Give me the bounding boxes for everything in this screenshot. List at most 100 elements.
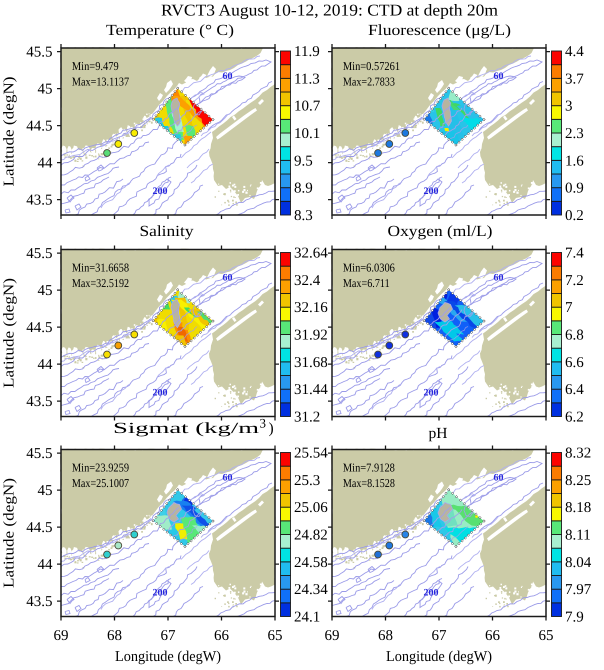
svg-text:Max=2.7833: Max=2.7833 (343, 74, 395, 88)
svg-text:Min=23.9259: Min=23.9259 (72, 461, 129, 475)
svg-text:45.5: 45.5 (26, 246, 52, 262)
svg-text:10.1: 10.1 (294, 126, 320, 142)
svg-text:31.2: 31.2 (294, 410, 320, 426)
svg-text:Min=0.57261: Min=0.57261 (343, 59, 400, 73)
svg-text:8.04: 8.04 (565, 555, 592, 571)
svg-text:25.54: 25.54 (294, 446, 328, 462)
svg-text:65: 65 (539, 628, 554, 644)
svg-text:): ) (269, 420, 274, 437)
svg-text:7.9: 7.9 (565, 610, 584, 626)
svg-text:45.5: 45.5 (26, 446, 52, 462)
svg-text:7.2: 7.2 (565, 273, 584, 289)
svg-text:68: 68 (378, 628, 393, 644)
svg-text:43.5: 43.5 (26, 193, 52, 209)
svg-text:44.5: 44.5 (26, 520, 52, 536)
svg-text:66: 66 (214, 628, 230, 644)
svg-text:31.68: 31.68 (294, 355, 328, 371)
svg-text:3.7: 3.7 (565, 71, 584, 87)
svg-text:45: 45 (38, 82, 53, 98)
svg-text:RVCT3 August 10-12, 2019: CTD: RVCT3 August 10-12, 2019: CTD at depth 2… (161, 1, 498, 20)
svg-text:43.5: 43.5 (26, 394, 52, 410)
svg-text:67: 67 (432, 628, 448, 644)
svg-text:Latitude (degN): Latitude (degN) (2, 278, 18, 388)
svg-text:60: 60 (494, 473, 504, 484)
svg-text:3: 3 (565, 99, 573, 115)
svg-text:60: 60 (223, 473, 233, 484)
svg-text:2.3: 2.3 (565, 126, 584, 142)
svg-text:Latitude (degN): Latitude (degN) (2, 478, 18, 588)
svg-text:25.3: 25.3 (294, 473, 320, 489)
svg-text:32.64: 32.64 (294, 246, 328, 262)
svg-text:200: 200 (153, 388, 168, 399)
svg-text:1.6: 1.6 (565, 153, 584, 169)
svg-text:200: 200 (424, 588, 439, 599)
svg-text:24.34: 24.34 (294, 582, 328, 598)
svg-text:0.9: 0.9 (565, 181, 584, 197)
svg-text:44.5: 44.5 (26, 119, 52, 135)
svg-text:200: 200 (424, 388, 439, 399)
svg-text:6.2: 6.2 (565, 410, 584, 426)
svg-text:6.6: 6.6 (565, 355, 584, 371)
svg-text:200: 200 (424, 186, 439, 197)
svg-text:Longitude (degW): Longitude (degW) (386, 649, 492, 665)
svg-text:24.58: 24.58 (294, 555, 328, 571)
svg-text:66: 66 (485, 628, 501, 644)
svg-text:6.4: 6.4 (565, 382, 584, 398)
svg-text:45.5: 45.5 (26, 45, 52, 61)
svg-text:7: 7 (565, 300, 573, 316)
svg-text:31.92: 31.92 (294, 328, 328, 344)
svg-text:Latitude (degN): Latitude (degN) (2, 77, 18, 187)
svg-text:8.25: 8.25 (565, 473, 591, 489)
svg-text:Min=9.479: Min=9.479 (72, 59, 119, 73)
svg-text:32.16: 32.16 (294, 300, 328, 316)
svg-text:69: 69 (325, 628, 340, 644)
svg-text:Salinity: Salinity (140, 223, 194, 240)
svg-text:Temperature (° C): Temperature (° C) (106, 22, 234, 39)
svg-text:69: 69 (54, 628, 69, 644)
svg-text:Max=13.1137: Max=13.1137 (72, 74, 129, 88)
svg-text:60: 60 (494, 71, 504, 82)
svg-text:8.9: 8.9 (294, 181, 313, 197)
svg-text:Max=32.5192: Max=32.5192 (72, 276, 129, 290)
svg-text:60: 60 (494, 273, 504, 284)
svg-text:6.8: 6.8 (565, 328, 584, 344)
svg-text:Min=31.6658: Min=31.6658 (72, 261, 129, 275)
svg-text:45: 45 (38, 483, 53, 499)
svg-text:7.97: 7.97 (565, 582, 592, 598)
svg-text:0.2: 0.2 (565, 208, 584, 224)
svg-text:3: 3 (260, 416, 267, 431)
svg-text:24.82: 24.82 (294, 528, 328, 544)
svg-text:44.5: 44.5 (26, 320, 52, 336)
svg-text:44: 44 (38, 557, 54, 573)
svg-text:44: 44 (38, 357, 54, 373)
svg-text:Max=8.1528: Max=8.1528 (343, 476, 395, 490)
svg-text:10.7: 10.7 (294, 99, 321, 115)
svg-text:Fluorescence (μg/L): Fluorescence (μg/L) (368, 22, 511, 39)
svg-text:Max=25.1007: Max=25.1007 (72, 476, 129, 490)
svg-text:8.11: 8.11 (565, 528, 591, 544)
svg-text:Min=7.9128: Min=7.9128 (343, 461, 395, 475)
svg-text:11.9: 11.9 (294, 44, 320, 60)
svg-text:200: 200 (153, 588, 168, 599)
svg-text:Oxygen (ml/L): Oxygen (ml/L) (388, 223, 493, 240)
svg-text:45: 45 (38, 283, 53, 299)
svg-text:7.4: 7.4 (565, 246, 584, 262)
svg-text:24.1: 24.1 (294, 610, 320, 626)
svg-text:43.5: 43.5 (26, 594, 52, 610)
svg-text:32.4: 32.4 (294, 273, 321, 289)
svg-text:9.5: 9.5 (294, 153, 313, 169)
svg-text:67: 67 (161, 628, 177, 644)
svg-text:Sigmat (kg/m: Sigmat (kg/m (113, 420, 259, 437)
svg-text:200: 200 (153, 186, 168, 197)
svg-text:4.4: 4.4 (565, 44, 584, 60)
svg-text:8.32: 8.32 (565, 446, 591, 462)
svg-text:pH: pH (429, 425, 448, 442)
svg-text:8.18: 8.18 (565, 500, 591, 516)
svg-text:8.3: 8.3 (294, 208, 313, 224)
svg-text:60: 60 (223, 71, 233, 82)
svg-text:Max=6.711: Max=6.711 (343, 276, 390, 290)
svg-text:44: 44 (38, 156, 54, 172)
svg-text:60: 60 (223, 273, 233, 284)
svg-text:65: 65 (268, 628, 283, 644)
svg-text:31.44: 31.44 (294, 382, 328, 398)
